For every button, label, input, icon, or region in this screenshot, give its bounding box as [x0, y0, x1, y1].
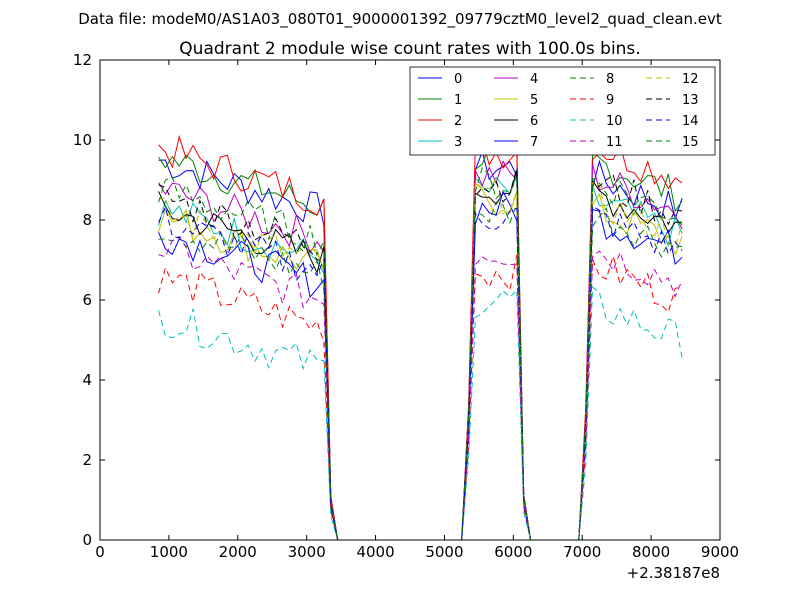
legend-label-8: 8 — [606, 72, 614, 87]
legend-label-10: 10 — [606, 114, 623, 129]
series-line-4 — [158, 160, 683, 541]
series-line-5 — [158, 182, 683, 541]
x-tick-label: 8000 — [632, 543, 670, 561]
y-tick-label: 8 — [82, 211, 92, 229]
legend-label-2: 2 — [454, 114, 462, 129]
legend-label-6: 6 — [530, 114, 538, 129]
x-tick-label: 4000 — [356, 543, 394, 561]
plot-area: 0 1000 2000 3000 4000 5000 6000 7000 8000 9000 0 2… — [73, 51, 739, 582]
x-tick-label: 9000 — [701, 543, 739, 561]
x-tick-label: 2000 — [219, 543, 257, 561]
legend-label-7: 7 — [530, 135, 538, 150]
x-tick-label: 6000 — [494, 543, 532, 561]
legend-label-9: 9 — [606, 93, 614, 108]
y-tick-label: 2 — [82, 451, 92, 469]
series-line-7 — [158, 190, 683, 541]
legend-label-4: 4 — [530, 72, 538, 87]
series-line-13 — [158, 167, 683, 541]
series-line-11 — [158, 236, 683, 541]
x-tick-label: 0 — [95, 543, 105, 561]
x-tick-label: 3000 — [288, 543, 326, 561]
series-line-8 — [158, 201, 683, 541]
x-tick-label: 5000 — [425, 543, 463, 561]
legend-label-0: 0 — [454, 72, 462, 87]
series-line-2 — [158, 134, 683, 541]
series-line-10 — [158, 286, 683, 541]
legend-label-5: 5 — [530, 93, 538, 108]
series-line-15 — [158, 166, 683, 541]
x-axis-offset-label: +2.38187e8 — [627, 564, 720, 582]
chart-title: Quadrant 2 module wise count rates with … — [179, 39, 640, 59]
x-axis: 0 1000 2000 3000 4000 5000 6000 7000 8000 9000 — [95, 60, 739, 561]
legend-label-13: 13 — [682, 93, 699, 108]
y-tick-label: 0 — [82, 531, 92, 549]
legend-label-1: 1 — [454, 93, 462, 108]
y-tick-label: 6 — [82, 291, 92, 309]
legend-label-3: 3 — [454, 135, 462, 150]
y-tick-label: 4 — [82, 371, 92, 389]
legend-label-14: 14 — [682, 114, 699, 129]
legend-box — [409, 66, 716, 156]
data-file-label: Data file: modeM0/AS1A03_080T01_90000013… — [78, 10, 722, 29]
legend-label-12: 12 — [682, 72, 699, 87]
series-layer — [158, 134, 683, 541]
y-tick-label: 10 — [73, 131, 92, 149]
series-line-9 — [158, 254, 683, 541]
x-tick-label: 7000 — [563, 543, 601, 561]
legend-label-15: 15 — [682, 135, 699, 150]
legend-label-11: 11 — [606, 135, 623, 150]
y-tick-label: 12 — [73, 51, 92, 69]
series-line-12 — [158, 177, 683, 541]
x-tick-label: 1000 — [150, 543, 188, 561]
